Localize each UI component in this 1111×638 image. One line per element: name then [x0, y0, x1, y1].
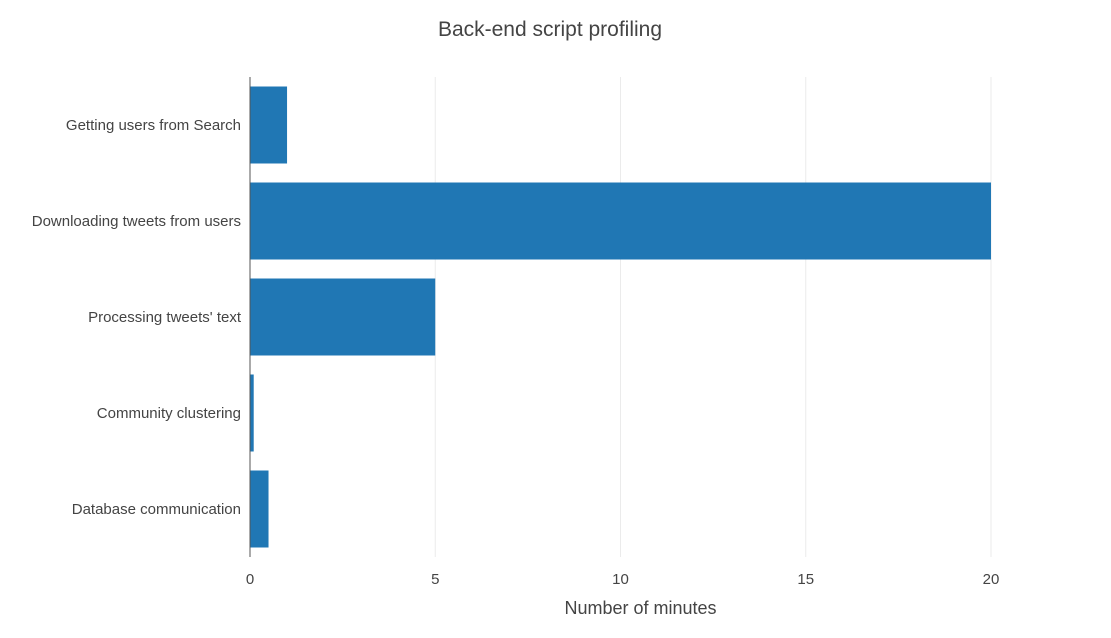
y-tick-label: Database communication [72, 501, 241, 518]
x-tick-label: 20 [983, 571, 1000, 588]
x-axis-label: Number of minutes [564, 598, 717, 618]
bar [250, 278, 436, 356]
bar [250, 470, 269, 548]
bar [250, 374, 254, 452]
bar [250, 86, 288, 164]
x-tick-label: 15 [797, 571, 814, 588]
y-tick-label: Community clustering [97, 405, 241, 422]
x-tick-label: 10 [612, 571, 629, 588]
y-tick-label: Processing tweets' text [88, 309, 242, 326]
bar [250, 182, 991, 260]
x-tick-label: 5 [431, 571, 439, 588]
x-tick-label: 0 [246, 571, 254, 588]
y-tick-label: Getting users from Search [66, 117, 241, 134]
y-tick-label: Downloading tweets from users [32, 213, 241, 230]
chart-title: Back-end script profiling [437, 18, 663, 41]
